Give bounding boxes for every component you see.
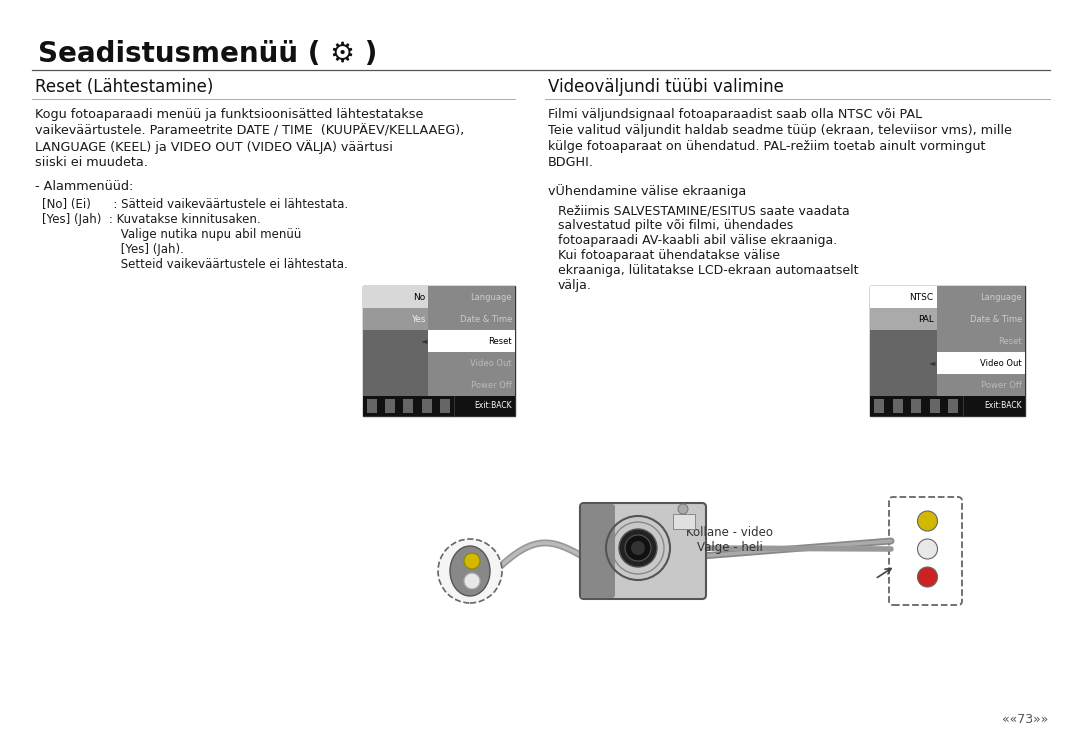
Ellipse shape — [450, 546, 490, 596]
Bar — [363, 308, 429, 330]
Circle shape — [918, 539, 937, 559]
Bar — [870, 352, 936, 374]
Circle shape — [918, 567, 937, 587]
Text: salvestatud pilte või filmi, ühendades: salvestatud pilte või filmi, ühendades — [558, 219, 793, 232]
Bar — [948, 399, 958, 413]
Bar — [363, 396, 515, 416]
Text: NTSC: NTSC — [909, 292, 933, 301]
Bar — [363, 286, 515, 416]
Text: vaikeväärtustele. Parameetrite DATE / TIME  (KUUPÄEV/KELLAAEG),: vaikeväärtustele. Parameetrite DATE / TI… — [35, 124, 464, 137]
Bar — [429, 352, 515, 374]
Circle shape — [464, 553, 480, 569]
Text: No: No — [414, 292, 426, 301]
Text: ◄: ◄ — [929, 359, 935, 368]
Text: Reset (Lähtestamine): Reset (Lähtestamine) — [35, 78, 214, 96]
Text: Valge - heli: Valge - heli — [697, 541, 762, 554]
Circle shape — [631, 541, 645, 555]
Text: Filmi väljundsignaal fotoaparaadist saab olla NTSC või PAL: Filmi väljundsignaal fotoaparaadist saab… — [548, 108, 922, 121]
Text: Kui fotoaparaat ühendatakse välise: Kui fotoaparaat ühendatakse välise — [558, 249, 780, 262]
Text: vÜhendamine välise ekraaniga: vÜhendamine välise ekraaniga — [548, 184, 746, 198]
Text: Language: Language — [981, 292, 1022, 301]
Circle shape — [625, 535, 651, 561]
Bar — [386, 399, 395, 413]
Bar — [363, 330, 429, 352]
Text: Power Off: Power Off — [981, 380, 1022, 389]
Text: PAL: PAL — [918, 315, 933, 324]
FancyBboxPatch shape — [581, 504, 615, 598]
Text: Reset: Reset — [998, 336, 1022, 345]
Text: Kollane - video: Kollane - video — [687, 526, 773, 539]
Bar — [367, 399, 377, 413]
Text: Seadistusmenüü ( ⚙ ): Seadistusmenüü ( ⚙ ) — [38, 40, 377, 68]
Bar — [892, 399, 903, 413]
Text: siiski ei muudeta.: siiski ei muudeta. — [35, 156, 148, 169]
Text: Language: Language — [471, 292, 512, 301]
Text: ««73»»: ««73»» — [1001, 713, 1048, 726]
Bar — [936, 374, 1025, 396]
Bar — [870, 308, 936, 330]
Text: [No] (Ei)      : Sätteid vaikeväärtustele ei lähtestata.: [No] (Ei) : Sätteid vaikeväärtustele ei … — [42, 198, 348, 211]
Bar — [870, 330, 936, 352]
Text: [Yes] (Jah)  : Kuvatakse kinnitusaken.: [Yes] (Jah) : Kuvatakse kinnitusaken. — [42, 213, 260, 226]
Bar — [870, 374, 936, 396]
Text: BDGHI.: BDGHI. — [548, 156, 594, 169]
Text: ekraaniga, lülitatakse LCD-ekraan automaatselt: ekraaniga, lülitatakse LCD-ekraan automa… — [558, 264, 859, 277]
Bar — [363, 286, 429, 308]
Text: - Alammenüüd:: - Alammenüüd: — [35, 180, 133, 193]
Bar — [429, 330, 515, 352]
Bar — [363, 374, 429, 396]
Bar — [429, 286, 515, 308]
Circle shape — [438, 539, 502, 603]
Text: Date & Time: Date & Time — [460, 315, 512, 324]
Text: Teie valitud väljundit haldab seadme tüüp (ekraan, televiisor vms), mille: Teie valitud väljundit haldab seadme tüü… — [548, 124, 1012, 137]
Text: Exit:BACK: Exit:BACK — [984, 401, 1022, 410]
Text: Yes: Yes — [411, 315, 426, 324]
Bar — [874, 399, 885, 413]
Bar — [440, 399, 450, 413]
Circle shape — [918, 511, 937, 531]
Text: Date & Time: Date & Time — [970, 315, 1022, 324]
Text: Kogu fotoaparaadi menüü ja funktsioonisätted lähtestatakse: Kogu fotoaparaadi menüü ja funktsioonisä… — [35, 108, 423, 121]
Circle shape — [464, 573, 480, 589]
Circle shape — [678, 504, 688, 514]
Bar — [363, 352, 429, 374]
FancyBboxPatch shape — [580, 503, 706, 599]
Text: välja.: välja. — [558, 279, 592, 292]
Circle shape — [619, 529, 657, 567]
Text: Videoväljundi tüübi valimine: Videoväljundi tüübi valimine — [548, 78, 784, 96]
Bar — [936, 352, 1025, 374]
Bar — [936, 286, 1025, 308]
Text: Setteid vaikeväärtustele ei lähtestata.: Setteid vaikeväärtustele ei lähtestata. — [42, 258, 348, 271]
Bar — [404, 399, 414, 413]
Text: Exit:BACK: Exit:BACK — [474, 401, 512, 410]
Bar — [870, 286, 1025, 416]
Text: Valige nutika nupu abil menüü: Valige nutika nupu abil menüü — [42, 228, 301, 241]
Bar — [870, 286, 936, 308]
Bar — [936, 308, 1025, 330]
Text: Video Out: Video Out — [981, 359, 1022, 368]
Text: Režiimis SALVESTAMINE/ESITUS saate vaadata: Režiimis SALVESTAMINE/ESITUS saate vaada… — [558, 204, 850, 217]
Text: ◄: ◄ — [421, 336, 428, 345]
Text: külge fotoaparaat on ühendatud. PAL-režiim toetab ainult vormingut: külge fotoaparaat on ühendatud. PAL-reži… — [548, 140, 986, 153]
Text: Power Off: Power Off — [471, 380, 512, 389]
Bar — [429, 374, 515, 396]
Text: Video Out: Video Out — [471, 359, 512, 368]
Text: fotoaparaadi AV-kaabli abil välise ekraaniga.: fotoaparaadi AV-kaabli abil välise ekraa… — [558, 234, 837, 247]
Bar — [936, 330, 1025, 352]
Bar — [930, 399, 940, 413]
Bar — [673, 514, 696, 529]
Bar — [421, 399, 432, 413]
Bar — [870, 396, 1025, 416]
Bar — [912, 399, 921, 413]
Text: [Yes] (Jah).: [Yes] (Jah). — [42, 243, 184, 256]
Bar — [429, 308, 515, 330]
Text: Reset: Reset — [488, 336, 512, 345]
Text: LANGUAGE (KEEL) ja VIDEO OUT (VIDEO VÄLJA) väärtusi: LANGUAGE (KEEL) ja VIDEO OUT (VIDEO VÄLJ… — [35, 140, 393, 154]
